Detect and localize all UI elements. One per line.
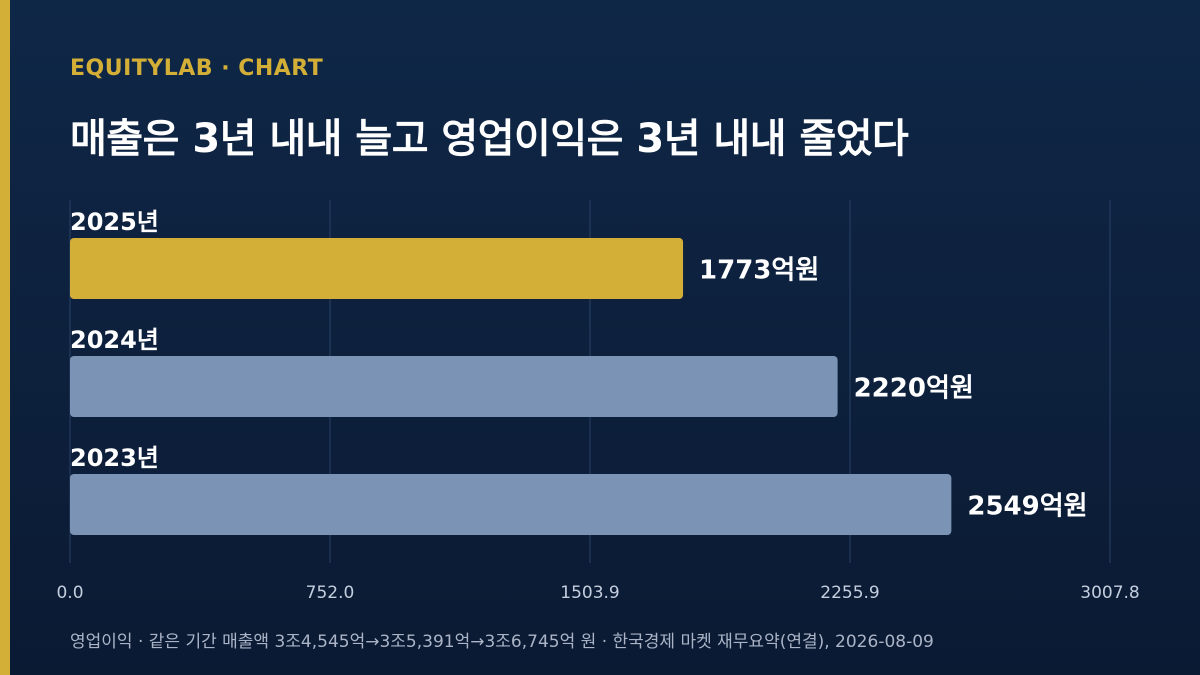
value-label: 1773억원: [699, 256, 819, 286]
bar: [70, 474, 952, 535]
category-label: 2023년: [70, 444, 159, 472]
category-label: 2025년: [70, 208, 159, 236]
bar: [70, 238, 684, 299]
x-axis: 0.0 752.0 1503.9 2255.9 3007.8: [56, 583, 1139, 603]
x-tick-label: 752.0: [306, 583, 355, 603]
source-footnote: 영업이익 · 같은 기간 매출액 3조4,545억→3조5,391억→3조6,7…: [70, 632, 934, 652]
x-tick-label: 2255.9: [820, 583, 879, 603]
brand-label: EQUITYLAB · CHART: [70, 56, 324, 81]
x-tick-label: 3007.8: [1080, 583, 1139, 603]
category-label: 2024년: [70, 326, 159, 354]
value-label: 2549억원: [967, 492, 1087, 522]
chart-title: 매출은 3년 내내 늘고 영업이익은 3년 내내 줄었다: [70, 116, 909, 162]
accent-stripe: [0, 0, 10, 675]
value-label: 2220억원: [854, 374, 974, 404]
x-tick-label: 0.0: [56, 583, 83, 603]
bars: 2025년 1773억원 2024년 2220억원 2023년 2549억원: [70, 208, 1088, 535]
x-tick-label: 1503.9: [560, 583, 619, 603]
bar: [70, 356, 838, 417]
